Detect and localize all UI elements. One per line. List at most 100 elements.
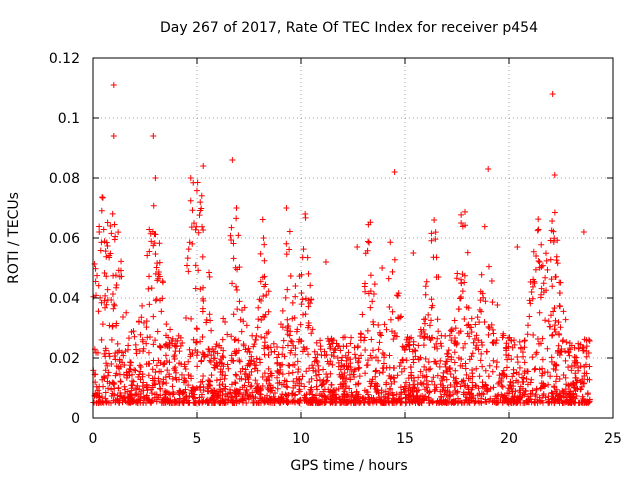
data-point (428, 304, 435, 311)
data-point (117, 378, 124, 385)
data-point (570, 398, 577, 405)
data-point (487, 385, 494, 392)
data-point (289, 369, 296, 376)
data-point (233, 372, 240, 379)
data-point (565, 399, 572, 406)
data-point (145, 396, 152, 403)
data-point (231, 379, 238, 386)
data-point (281, 377, 288, 384)
data-point (505, 352, 512, 359)
data-point (276, 362, 283, 369)
data-point (150, 357, 157, 364)
data-point (484, 388, 491, 395)
data-point (489, 368, 496, 375)
data-point (200, 351, 207, 358)
data-point (509, 373, 516, 380)
data-point (102, 353, 109, 360)
data-point (278, 381, 285, 388)
data-point (274, 360, 281, 367)
data-point (108, 361, 115, 368)
data-point (116, 371, 123, 378)
data-point (219, 336, 226, 343)
data-point (148, 238, 155, 245)
data-point (488, 278, 495, 285)
data-point (347, 376, 354, 383)
data-point (207, 358, 214, 365)
data-point (153, 264, 160, 271)
data-point (146, 301, 153, 308)
data-point (237, 316, 244, 323)
data-point (233, 393, 240, 400)
data-point (128, 395, 135, 402)
data-point (98, 336, 105, 343)
data-point (335, 385, 342, 392)
data-point (567, 388, 574, 395)
data-point (335, 359, 342, 366)
data-point (485, 263, 492, 270)
data-point (437, 340, 444, 347)
data-point (228, 393, 235, 400)
data-point (241, 382, 248, 389)
data-point (254, 380, 261, 387)
data-point (186, 239, 193, 246)
data-point (328, 335, 335, 342)
data-point (586, 363, 593, 370)
data-point (445, 347, 452, 354)
data-point (181, 361, 188, 368)
data-point (321, 393, 328, 400)
data-point (540, 289, 547, 296)
data-point (253, 362, 260, 369)
data-point (235, 232, 242, 239)
data-point (113, 282, 120, 289)
data-point (158, 308, 165, 315)
x-tick-label: 10 (292, 431, 310, 447)
data-point (556, 376, 563, 383)
data-point (524, 399, 531, 406)
data-point (542, 317, 549, 324)
data-point (261, 342, 268, 349)
data-point (353, 388, 360, 395)
data-point (572, 374, 579, 381)
data-point (402, 379, 409, 386)
data-point (295, 376, 302, 383)
data-point (556, 289, 563, 296)
data-point (557, 324, 564, 331)
data-point (265, 288, 272, 295)
data-point (153, 362, 160, 369)
x-tick-label: 20 (500, 431, 518, 447)
data-point (124, 388, 131, 395)
data-point (333, 398, 340, 405)
data-point (526, 395, 533, 402)
data-point (279, 371, 286, 378)
data-point (356, 364, 363, 371)
data-point (345, 349, 352, 356)
data-point (239, 365, 246, 372)
data-point (140, 394, 147, 401)
data-point (579, 344, 586, 351)
data-point (503, 373, 510, 380)
data-point (108, 386, 115, 393)
data-point (579, 383, 586, 390)
data-point (373, 367, 380, 374)
data-point (361, 387, 368, 394)
data-point (212, 399, 219, 406)
data-point (533, 349, 540, 356)
data-point (228, 381, 235, 388)
data-point (553, 373, 560, 380)
data-point (448, 398, 455, 405)
data-point (111, 302, 118, 309)
data-point (235, 347, 242, 354)
data-point (465, 375, 472, 382)
data-point (139, 338, 146, 345)
data-point (328, 381, 335, 388)
x-axis-label: GPS time / hours (290, 458, 407, 474)
data-point (355, 380, 362, 387)
data-point (173, 369, 180, 376)
data-point (188, 389, 195, 396)
data-point (359, 311, 366, 318)
data-point (568, 342, 575, 349)
data-point (478, 350, 485, 357)
data-point (468, 329, 475, 336)
data-point (586, 376, 593, 383)
data-point (321, 348, 328, 355)
